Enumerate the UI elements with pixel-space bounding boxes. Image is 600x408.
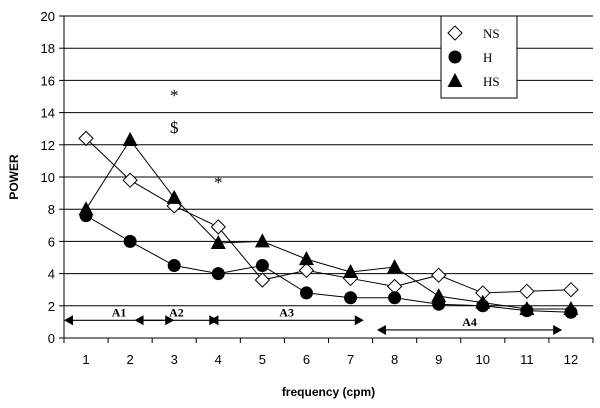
data-point-ns: [519, 283, 535, 300]
x-tick-label: 9: [435, 352, 442, 367]
legend-marker: [447, 73, 463, 87]
x-tick-label: 6: [303, 352, 310, 367]
data-point-h: [344, 291, 358, 305]
y-tick-label: 0: [48, 331, 55, 346]
series-hs: [78, 131, 579, 316]
series-ns-line: [85, 137, 571, 294]
series-h-line: [85, 215, 571, 313]
axes: [59, 15, 594, 343]
significance-mark: $: [170, 118, 179, 137]
data-point-ns: [431, 267, 447, 283]
data-point-hs: [210, 235, 226, 250]
data-point-hs: [519, 301, 535, 316]
x-tick-label: 3: [171, 352, 178, 367]
x-tick-label: 7: [347, 352, 354, 367]
significance-annotations: * $ *: [170, 86, 223, 192]
band-label: A4: [462, 315, 477, 329]
y-tick-label: 8: [48, 202, 55, 217]
data-point-hs: [475, 294, 491, 309]
y-tick-label: 20: [41, 9, 55, 24]
data-point-hs: [78, 201, 94, 216]
significance-mark: *: [214, 173, 223, 192]
data-point-ns: [122, 172, 138, 188]
data-series: [78, 130, 579, 319]
y-axis-title: POWER: [7, 154, 21, 200]
legend-marker: [448, 50, 462, 64]
legend-item-hs: HS: [447, 73, 500, 89]
band-label: A1: [112, 305, 127, 319]
legend-item-ns: NS: [447, 25, 500, 41]
series-hs-line: [85, 139, 571, 310]
y-tick-label: 12: [41, 138, 55, 153]
data-point-hs: [431, 288, 447, 303]
x-tick-label: 1: [82, 352, 89, 367]
x-tick-label: 4: [215, 352, 222, 367]
y-tick-label: 6: [48, 234, 55, 249]
series-ns: [78, 130, 579, 301]
x-tick-label: 12: [564, 352, 578, 367]
legend-label: HS: [483, 74, 500, 89]
legend-marker: [447, 25, 463, 41]
data-point-hs: [387, 259, 403, 274]
band-arrowhead: [134, 315, 144, 326]
data-point-h: [123, 234, 137, 248]
band-a3: A3: [209, 305, 364, 326]
data-point-hs: [254, 233, 270, 248]
data-point-hs: [343, 263, 359, 278]
legend-label: NS: [483, 26, 500, 41]
band-label: A3: [279, 305, 294, 319]
y-tick-label: 16: [41, 73, 55, 88]
band-a4: A4: [376, 315, 563, 335]
data-point-ns: [254, 272, 271, 288]
data-point-h: [388, 291, 402, 305]
band-arrowhead: [209, 315, 219, 326]
x-tick-label: 11: [520, 352, 534, 367]
y-tick-label: 4: [48, 267, 55, 282]
y-tick-label: 14: [41, 106, 55, 121]
x-tick-label: 2: [127, 352, 134, 367]
band-a2: A2: [134, 305, 219, 326]
x-tick-label: 10: [476, 352, 490, 367]
data-point-hs: [298, 251, 314, 266]
x-tick-label: 8: [391, 352, 398, 367]
band-label: A2: [169, 305, 184, 319]
band-arrowhead: [376, 324, 386, 335]
x-axis-title: frequency (cpm): [282, 385, 375, 399]
data-point-hs: [122, 131, 138, 146]
data-point-ns: [563, 281, 579, 298]
data-point-h: [255, 259, 269, 273]
data-point-h: [167, 259, 181, 273]
series-h: [79, 209, 578, 319]
data-point-ns: [78, 130, 94, 147]
significance-mark: *: [170, 86, 179, 105]
x-tick-label: 5: [259, 352, 266, 367]
y-tick-label: 10: [41, 170, 55, 185]
data-point-h: [211, 267, 225, 281]
band-arrowhead: [553, 324, 563, 335]
data-point-hs: [563, 301, 579, 316]
data-point-ns: [210, 219, 226, 235]
y-tick-label: 2: [48, 299, 55, 314]
data-point-h: [299, 286, 313, 300]
frequency-bands: A1 A2 A3 A4: [64, 305, 563, 335]
band-arrowhead: [64, 315, 73, 326]
band-a1: A1: [64, 305, 175, 326]
data-point-ns: [298, 262, 315, 279]
legend: NS H HS: [440, 15, 518, 99]
y-tick-label: 18: [41, 41, 55, 56]
legend-item-h: H: [448, 50, 492, 65]
data-point-hs: [166, 189, 182, 204]
band-arrowhead: [354, 315, 364, 326]
legend-label: H: [483, 50, 492, 65]
